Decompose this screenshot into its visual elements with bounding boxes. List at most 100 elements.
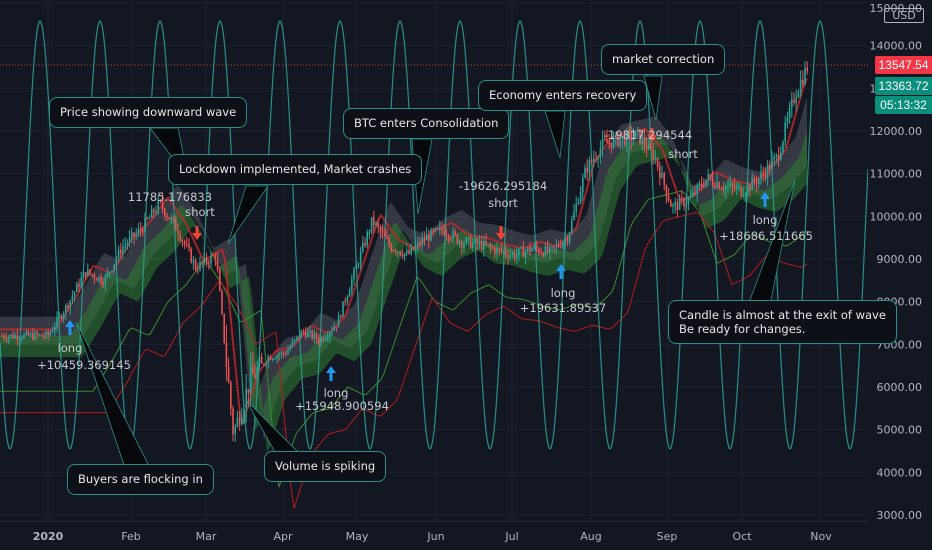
callout-consolidation[interactable]: BTC enters Consolidation [343, 108, 510, 139]
price-tick-label: 6000.00 [877, 381, 923, 394]
candle-body [619, 139, 621, 147]
candle-body [133, 232, 135, 237]
candle-body [410, 247, 412, 254]
callout-volume[interactable]: Volume is spiking [264, 451, 387, 482]
candle-body [777, 154, 780, 160]
candle-body [331, 330, 333, 333]
candle-body [458, 241, 461, 244]
candle-body [399, 251, 401, 255]
candle-body [538, 248, 540, 253]
candle-body [527, 247, 529, 252]
candle-body [170, 217, 173, 220]
candle-body [324, 338, 327, 341]
candle-body [560, 246, 562, 248]
candle-body [643, 137, 646, 146]
candle-body [67, 305, 69, 309]
candle-body [351, 279, 353, 291]
candle-body [630, 131, 632, 141]
callout-lockdown[interactable]: Lockdown implemented, Market crashes [168, 154, 423, 185]
candle-body [456, 234, 459, 244]
candle-body [483, 240, 485, 250]
candle-body [452, 231, 454, 239]
candle-body [542, 253, 544, 257]
callout-recovery[interactable]: Economy enters recovery [478, 80, 648, 111]
candle-body [725, 186, 727, 191]
candle-body [507, 254, 509, 258]
countdown-tag: 05:13:32 [875, 96, 932, 114]
trade-label-side: long [58, 341, 83, 355]
time-axis[interactable]: 2020 Feb Mar Apr May Jun Jul Aug Sep Oct Nov [0, 520, 868, 550]
candle-body [733, 186, 736, 190]
candle-body [311, 331, 313, 339]
candle-body [740, 186, 742, 196]
trade-label-value: +18686.511665 [719, 229, 813, 243]
candle-body [797, 92, 800, 98]
candle-body [771, 159, 773, 170]
candle-body [373, 217, 375, 225]
candle-body [531, 248, 533, 252]
candle-body [194, 260, 197, 270]
candle-body [758, 178, 760, 185]
time-tick-label: Apr [273, 530, 293, 543]
candle-body [258, 356, 261, 368]
candle-body [302, 331, 305, 333]
candles [1, 61, 808, 443]
candle-body [478, 241, 481, 244]
candle-body [516, 254, 518, 259]
candle-body [265, 363, 267, 365]
price-axis-header: USD [884, 2, 924, 23]
long-arrow-stem [763, 199, 767, 207]
candle-body [441, 226, 443, 231]
candle-body [122, 246, 124, 255]
candle-body [58, 315, 60, 318]
price-tick-label: 14000.00 [870, 40, 923, 53]
callout-exit-wave[interactable]: Candle is almost at the exit of wave Be … [668, 300, 897, 344]
candle-body [236, 417, 239, 427]
candle-body [469, 237, 472, 248]
candle-body [718, 182, 720, 189]
candle-body [650, 143, 652, 149]
candle-body [738, 186, 740, 188]
candle-body [335, 326, 338, 328]
candle-body [155, 211, 157, 213]
candle-body [131, 232, 133, 237]
candle-body [599, 148, 602, 158]
candle-body [615, 134, 617, 138]
candle-body [144, 218, 146, 233]
candle-body [313, 333, 316, 339]
time-tick-label: Oct [732, 530, 752, 543]
candle-body [177, 229, 179, 235]
candle-body [762, 172, 764, 175]
candle-body [588, 159, 591, 173]
candle-body [139, 228, 142, 231]
candle-body [146, 218, 148, 220]
candle-body [520, 247, 522, 249]
candle-body [69, 300, 71, 309]
candle-body [769, 164, 771, 170]
candle-body [43, 336, 45, 338]
candle-body [175, 218, 177, 230]
candle-body [729, 183, 731, 187]
candle-body [84, 272, 87, 277]
candle-body [601, 138, 604, 149]
candle-body [27, 331, 30, 336]
candle-body [71, 296, 74, 301]
candle-body [764, 174, 767, 178]
candle-body [21, 338, 23, 340]
candle-body [700, 183, 703, 187]
candle-body [296, 336, 298, 340]
callout-buyers[interactable]: Buyers are flocking in [67, 464, 214, 495]
candle-body [214, 255, 217, 259]
candle-body [298, 336, 300, 339]
candle-body [678, 198, 681, 211]
candle-body [656, 157, 659, 167]
candle-body [40, 334, 43, 337]
callout-correction[interactable]: market correction [601, 44, 726, 75]
trade-label-value: +10459.369145 [37, 358, 131, 372]
candle-body [56, 317, 58, 328]
candle-body [562, 242, 564, 247]
callout-downward-wave[interactable]: Price showing downward wave [49, 97, 248, 128]
candle-body [557, 244, 560, 247]
